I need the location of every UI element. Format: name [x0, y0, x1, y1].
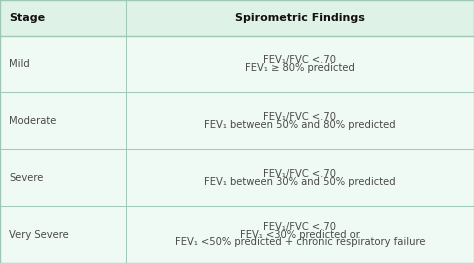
Text: FEV₁/FVC <.70: FEV₁/FVC <.70	[263, 169, 337, 179]
Text: FEV₁ <50% predicted + chronic respiratory failure: FEV₁ <50% predicted + chronic respirator…	[174, 237, 425, 247]
Bar	[0, 36, 474, 92]
Bar	[0, 149, 474, 206]
Text: FEV₁/FVC <.70: FEV₁/FVC <.70	[263, 55, 337, 65]
Text: FEV₁ between 50% and 80% predicted: FEV₁ between 50% and 80% predicted	[204, 120, 396, 130]
Text: FEV₁ ≥ 80% predicted: FEV₁ ≥ 80% predicted	[245, 63, 355, 73]
Text: Mild: Mild	[9, 59, 30, 69]
Text: Very Severe: Very Severe	[9, 230, 69, 240]
Text: FEV₁ <30% predicted or: FEV₁ <30% predicted or	[240, 230, 360, 240]
Text: FEV₁/FVC <.70: FEV₁/FVC <.70	[263, 112, 337, 122]
Bar	[0, 0, 474, 36]
Text: Moderate: Moderate	[9, 116, 57, 126]
Bar	[0, 206, 474, 263]
Text: FEV₁/FVC <.70: FEV₁/FVC <.70	[263, 222, 337, 232]
Bar	[0, 92, 474, 149]
Text: Spirometric Findings: Spirometric Findings	[235, 13, 365, 23]
Text: Stage: Stage	[9, 13, 46, 23]
Text: Severe: Severe	[9, 173, 44, 183]
Text: FEV₁ between 30% and 50% predicted: FEV₁ between 30% and 50% predicted	[204, 177, 396, 187]
